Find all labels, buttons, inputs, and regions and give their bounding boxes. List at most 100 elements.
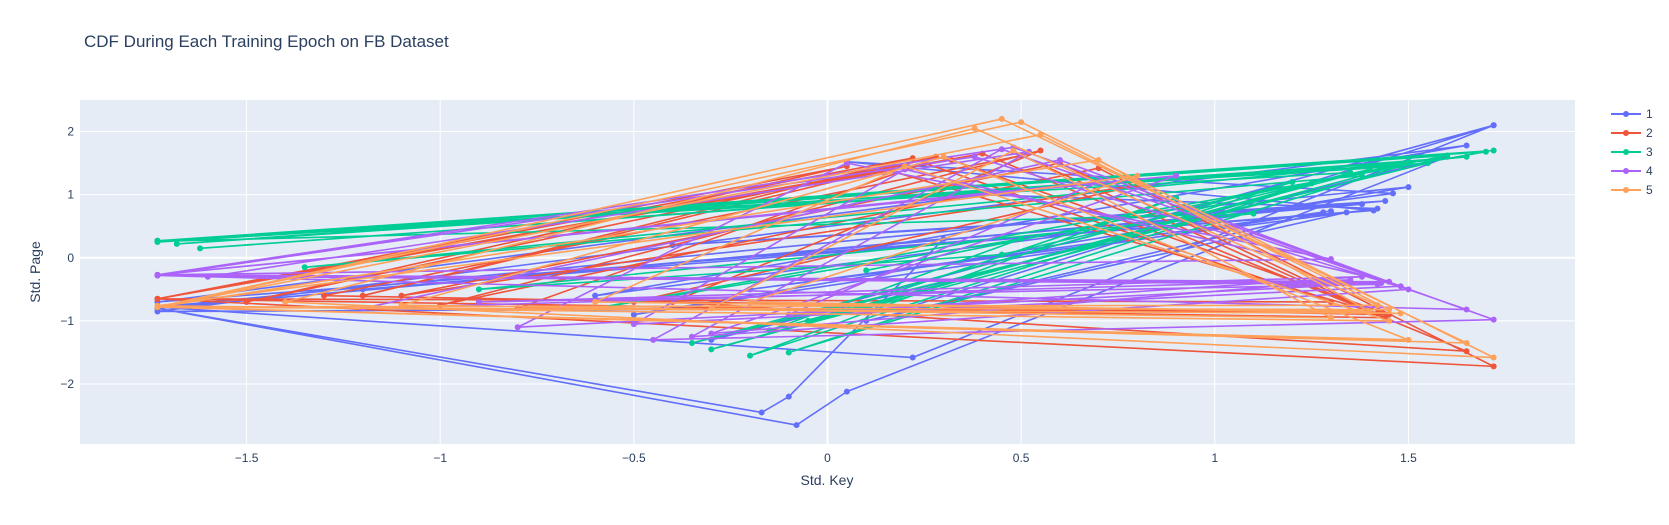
series-5-point xyxy=(1386,317,1393,324)
series-1-point xyxy=(1389,190,1396,197)
series-3-point xyxy=(863,267,870,274)
series-3-point xyxy=(173,240,180,247)
series-3-point xyxy=(998,251,1005,258)
series-1-point xyxy=(758,409,765,416)
x-axis-ticks: −1.5 −1 −0.5 0 0.5 1 1.5 xyxy=(235,451,1417,465)
x-tick-label: −1 xyxy=(433,451,447,465)
series-5-point xyxy=(1405,336,1412,343)
series-3-point xyxy=(1358,172,1365,179)
series-5-point xyxy=(1490,354,1497,361)
series-5-point xyxy=(1095,156,1102,163)
series-4-point xyxy=(1386,278,1393,285)
series-4-point xyxy=(650,336,657,343)
series-4-point xyxy=(1397,283,1404,290)
x-tick-label: 0.5 xyxy=(1013,451,1030,465)
series-4-point xyxy=(1405,286,1412,293)
series-4-point xyxy=(204,273,211,280)
series-4-point xyxy=(688,333,695,340)
series-3-point xyxy=(1018,235,1025,242)
x-tick-label: −1.5 xyxy=(235,451,259,465)
series-5-point xyxy=(1374,302,1381,309)
series-2-point xyxy=(321,292,328,299)
legend-marker xyxy=(1623,111,1629,117)
series-2-point xyxy=(1463,348,1470,355)
legend: 1 2 3 4 5 xyxy=(1611,107,1653,197)
series-3-point xyxy=(785,349,792,356)
series-4-point xyxy=(1056,156,1063,163)
series-1-point xyxy=(1374,205,1381,212)
series-4-point xyxy=(514,324,521,331)
series-2-point xyxy=(1490,363,1497,370)
chart-title: CDF During Each Training Epoch on FB Dat… xyxy=(84,32,449,51)
series-5-point xyxy=(971,125,978,132)
legend-item-3[interactable]: 3 xyxy=(1611,145,1653,159)
y-tick-label: 1 xyxy=(67,188,74,202)
series-1-point xyxy=(592,292,599,299)
series-5-point xyxy=(1010,147,1017,154)
y-tick-label: 0 xyxy=(67,251,74,265)
series-2-point xyxy=(1037,147,1044,154)
series-5-point xyxy=(154,304,161,311)
series-5-point xyxy=(1327,314,1334,321)
series-4-point xyxy=(1374,281,1381,288)
x-tick-label: 0 xyxy=(824,451,831,465)
series-4-point xyxy=(708,330,715,337)
series-5-point xyxy=(708,305,715,312)
series-1-point xyxy=(1463,142,1470,149)
series-3-point xyxy=(1463,153,1470,160)
series-5-point xyxy=(998,115,1005,122)
series-5-trace xyxy=(154,115,1497,361)
series-1-point xyxy=(909,354,916,361)
series-3-point xyxy=(1366,166,1373,173)
series-1-point xyxy=(1320,209,1327,216)
series-3-point xyxy=(1490,147,1497,154)
series-4-point xyxy=(785,311,792,318)
series-5-point xyxy=(940,153,947,160)
series-5-point xyxy=(1037,131,1044,138)
series-5-point xyxy=(592,298,599,305)
series-5-point xyxy=(1366,308,1373,315)
series-1-point xyxy=(793,422,800,429)
y-tick-label: 2 xyxy=(67,125,74,139)
series-3-point xyxy=(688,340,695,347)
y-axis-ticks: −2 −1 0 1 2 xyxy=(60,125,74,391)
legend-marker xyxy=(1623,187,1629,193)
legend-item-2[interactable]: 2 xyxy=(1611,126,1653,140)
series-4-point xyxy=(1463,306,1470,313)
legend-item-5[interactable]: 5 xyxy=(1611,183,1653,197)
x-axis-title: Std. Key xyxy=(801,472,854,488)
series-5-point xyxy=(901,163,908,170)
legend-label: 2 xyxy=(1646,126,1653,140)
series-3-point xyxy=(301,264,308,271)
series-2-point xyxy=(154,295,161,302)
series-4-point xyxy=(1327,256,1334,263)
series-2-point xyxy=(398,292,405,299)
x-tick-label: 1 xyxy=(1211,451,1218,465)
series-4-point xyxy=(1358,273,1365,280)
series-1-point xyxy=(1358,201,1365,208)
series-4-point xyxy=(998,146,1005,153)
series-1-point xyxy=(843,388,850,395)
x-tick-label: 1.5 xyxy=(1400,451,1417,465)
series-5-point xyxy=(1386,306,1393,313)
series-3-point xyxy=(197,245,204,252)
series-1-point xyxy=(1490,122,1497,129)
legend-marker xyxy=(1623,168,1629,174)
series-3-point xyxy=(1444,152,1451,159)
legend-label: 1 xyxy=(1646,107,1653,121)
series-4-point xyxy=(630,321,637,328)
legend-item-1[interactable]: 1 xyxy=(1611,107,1653,121)
series-4-point xyxy=(1490,316,1497,323)
series-3-point xyxy=(1397,163,1404,170)
series-1-point xyxy=(785,393,792,400)
series-3-point xyxy=(1347,169,1354,176)
series-5-point xyxy=(1463,340,1470,347)
series-5-point xyxy=(1018,119,1025,126)
y-tick-label: −1 xyxy=(60,314,74,328)
series-3-point xyxy=(1250,210,1257,217)
series-3-point xyxy=(1424,160,1431,167)
series-4-point xyxy=(1347,276,1354,283)
legend-item-4[interactable]: 4 xyxy=(1611,164,1653,178)
series-5-point xyxy=(747,298,754,305)
y-axis-title: Std. Page xyxy=(27,241,43,303)
